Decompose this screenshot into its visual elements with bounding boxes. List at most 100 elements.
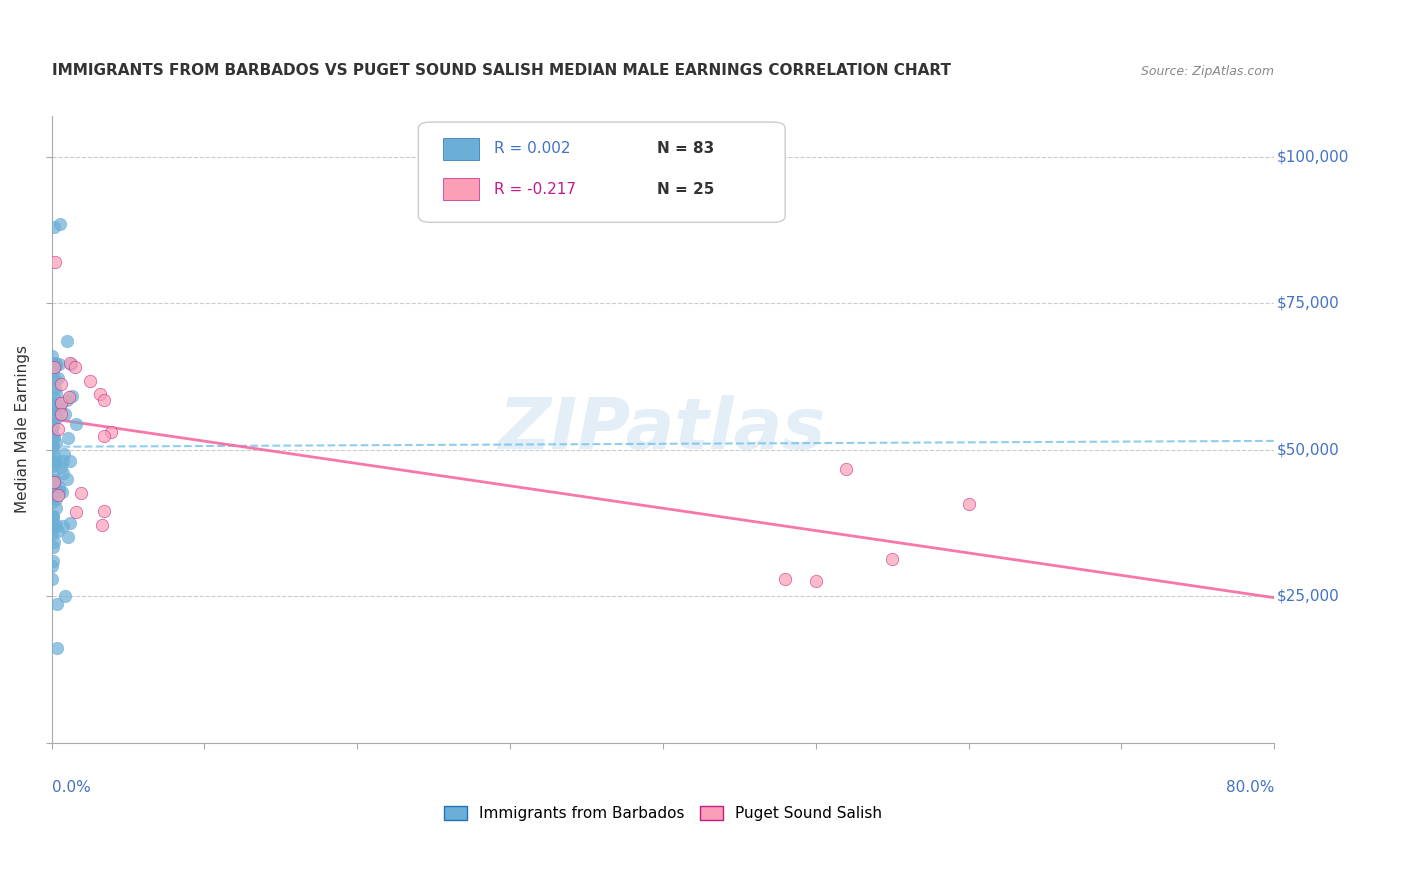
- Point: [56, 392, 79, 407]
- Text: $50,000: $50,000: [1277, 442, 1340, 458]
- Point: [46, 371, 69, 385]
- Point: [48, 357, 70, 371]
- Point: [41, 432, 63, 446]
- Point: [63, 359, 86, 374]
- Point: [70, 485, 93, 500]
- Point: [42, 365, 65, 379]
- Point: [44, 430, 66, 444]
- Point: [44, 475, 66, 489]
- Point: [58, 454, 80, 468]
- Point: [41, 495, 63, 509]
- Point: [41, 442, 63, 456]
- Point: [41, 527, 63, 541]
- Point: [44, 449, 66, 463]
- Text: $100,000: $100,000: [1277, 149, 1350, 164]
- Point: [42, 475, 65, 490]
- Point: [93, 392, 115, 407]
- Point: [45, 410, 67, 425]
- Point: [65, 505, 87, 519]
- Text: IMMIGRANTS FROM BARBADOS VS PUGET SOUND SALISH MEDIAN MALE EARNINGS CORRELATION : IMMIGRANTS FROM BARBADOS VS PUGET SOUND …: [52, 63, 950, 78]
- Point: [44, 255, 66, 269]
- Point: [41, 423, 63, 437]
- Point: [804, 574, 827, 588]
- Point: [957, 497, 980, 511]
- FancyBboxPatch shape: [419, 122, 785, 222]
- Text: 80.0%: 80.0%: [1226, 780, 1274, 795]
- Point: [46, 409, 69, 423]
- Point: [89, 387, 111, 401]
- Point: [42, 508, 65, 523]
- Point: [48, 401, 70, 415]
- Text: $25,000: $25,000: [1277, 589, 1340, 604]
- Point: [45, 358, 67, 372]
- Point: [65, 417, 87, 431]
- Point: [53, 447, 76, 461]
- Point: [41, 510, 63, 524]
- Point: [41, 356, 63, 370]
- Point: [41, 421, 63, 435]
- Point: [45, 597, 67, 611]
- Point: [93, 429, 115, 443]
- Point: [49, 407, 72, 421]
- Text: $75,000: $75,000: [1277, 296, 1340, 310]
- Point: [42, 220, 65, 235]
- Point: [58, 390, 80, 404]
- Point: [835, 461, 858, 475]
- Point: [59, 356, 82, 370]
- Text: R = 0.002: R = 0.002: [494, 141, 571, 156]
- Point: [42, 541, 65, 555]
- Legend: Immigrants from Barbados, Puget Sound Salish: Immigrants from Barbados, Puget Sound Sa…: [437, 800, 889, 828]
- Point: [44, 356, 66, 370]
- Point: [48, 421, 70, 435]
- Point: [48, 524, 70, 538]
- Point: [42, 535, 65, 549]
- Point: [41, 458, 63, 473]
- Point: [49, 396, 72, 410]
- Point: [41, 480, 63, 494]
- Point: [773, 572, 796, 586]
- Point: [56, 431, 79, 445]
- Point: [56, 530, 79, 544]
- Point: [93, 504, 115, 518]
- Point: [45, 386, 67, 401]
- Point: [52, 518, 75, 533]
- Point: [41, 434, 63, 448]
- Point: [46, 488, 69, 502]
- Point: [42, 439, 65, 453]
- Point: [42, 453, 65, 467]
- Point: [90, 517, 112, 532]
- Point: [42, 509, 65, 524]
- Point: [41, 475, 63, 489]
- Point: [45, 436, 67, 450]
- Point: [41, 572, 63, 586]
- Point: [41, 473, 63, 487]
- Point: [55, 334, 77, 349]
- Point: [46, 399, 69, 413]
- Point: [60, 390, 83, 404]
- Point: [52, 454, 75, 468]
- Point: [42, 521, 65, 535]
- Point: [56, 472, 79, 486]
- Text: R = -0.217: R = -0.217: [494, 182, 576, 197]
- Bar: [443, 178, 479, 201]
- Point: [51, 484, 73, 499]
- Point: [45, 500, 67, 515]
- Point: [60, 357, 83, 371]
- Point: [79, 375, 101, 389]
- Text: N = 83: N = 83: [657, 141, 714, 156]
- Point: [51, 377, 73, 392]
- Point: [41, 483, 63, 497]
- Text: Source: ZipAtlas.com: Source: ZipAtlas.com: [1142, 65, 1274, 78]
- Point: [45, 517, 67, 532]
- Point: [41, 349, 63, 363]
- Point: [51, 466, 73, 480]
- Text: N = 25: N = 25: [657, 182, 714, 197]
- Point: [41, 519, 63, 533]
- Point: [42, 402, 65, 417]
- Point: [42, 554, 65, 568]
- Point: [48, 218, 70, 232]
- Point: [48, 484, 70, 499]
- Point: [44, 456, 66, 470]
- Point: [882, 552, 904, 566]
- Point: [100, 425, 122, 440]
